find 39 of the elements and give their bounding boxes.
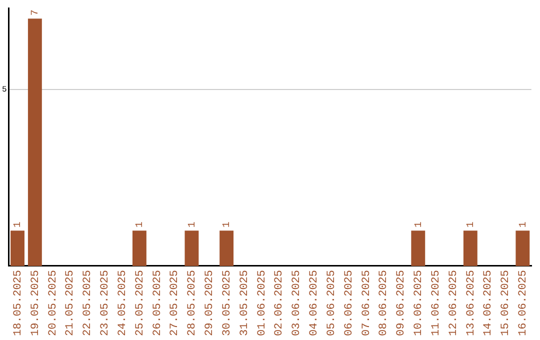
x-tick-label: 23.05.2025 (100, 270, 112, 336)
data-label: 1 (414, 222, 425, 228)
data-label: 1 (13, 222, 24, 228)
x-tick-label: 24.05.2025 (116, 270, 129, 336)
x-tick-label: 25.05.2025 (134, 270, 146, 336)
x-tick-label: 03.06.2025 (291, 270, 304, 336)
x-tick-label: 22.05.2025 (82, 270, 94, 336)
x-tick-label: 21.05.2025 (64, 270, 77, 336)
x-tick-label: 06.06.2025 (343, 270, 356, 336)
x-tick-label: 30.05.2025 (221, 270, 234, 336)
x-tick-label: 08.06.2025 (378, 270, 390, 336)
x-tick-label: 20.05.2025 (47, 270, 60, 336)
x-tick-label: 10.06.2025 (413, 270, 426, 336)
x-tick-label: 07.06.2025 (360, 270, 373, 336)
x-tick-label: 16.06.2025 (518, 270, 530, 336)
x-tick-label: 05.06.2025 (326, 270, 338, 336)
data-label: 1 (518, 222, 530, 228)
x-tick-label: 02.06.2025 (274, 270, 286, 336)
x-tick-label: 15.06.2025 (500, 270, 512, 336)
x-tick-label: 01.06.2025 (256, 270, 268, 336)
x-tick-label: 19.05.2025 (30, 270, 42, 336)
data-label: 1 (466, 222, 478, 228)
y-tick-label: 5 (2, 85, 7, 94)
x-tick-label: 11.06.2025 (430, 270, 442, 336)
x-tick-label: 13.06.2025 (465, 270, 478, 336)
data-label: 7 (30, 10, 42, 16)
data-label: 1 (187, 222, 198, 228)
data-label: 1 (135, 222, 146, 228)
x-tick-label: 12.06.2025 (448, 270, 460, 336)
x-tick-label: 27.05.2025 (169, 270, 182, 336)
x-tick-label: 31.05.2025 (238, 270, 251, 336)
x-tick-label: 29.05.2025 (204, 270, 216, 336)
x-tick-label: 14.06.2025 (482, 270, 495, 336)
x-tick-label: 09.06.2025 (396, 270, 408, 336)
x-tick-label: 18.05.2025 (12, 270, 24, 336)
x-tick-label: 28.05.2025 (186, 270, 199, 336)
data-label: 1 (222, 222, 234, 228)
x-tick-label: 04.06.2025 (308, 270, 321, 336)
x-tick-label: 26.05.2025 (152, 270, 164, 336)
